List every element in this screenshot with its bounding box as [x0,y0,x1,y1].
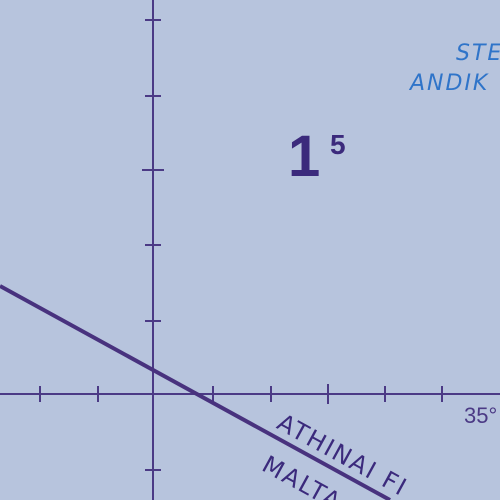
meridian-label: 35° [464,403,498,428]
place-label-line2: ANDIK [410,71,490,96]
place-label-line1: STE [456,41,500,66]
area-number-superscript: 5 [330,129,346,160]
parallel-ticks [39,384,443,404]
fir-boundary-line [0,284,391,500]
meridian-ticks [142,19,164,471]
area-number-label: 1 [288,124,321,189]
